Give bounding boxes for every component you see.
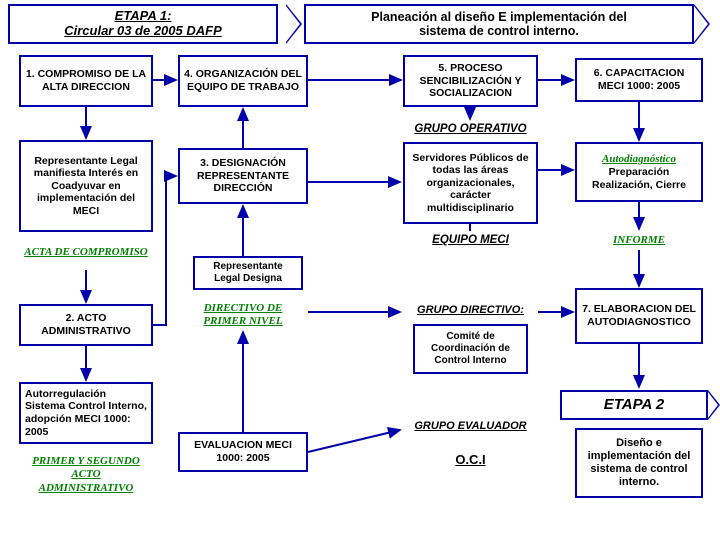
arrows — [0, 0, 720, 540]
